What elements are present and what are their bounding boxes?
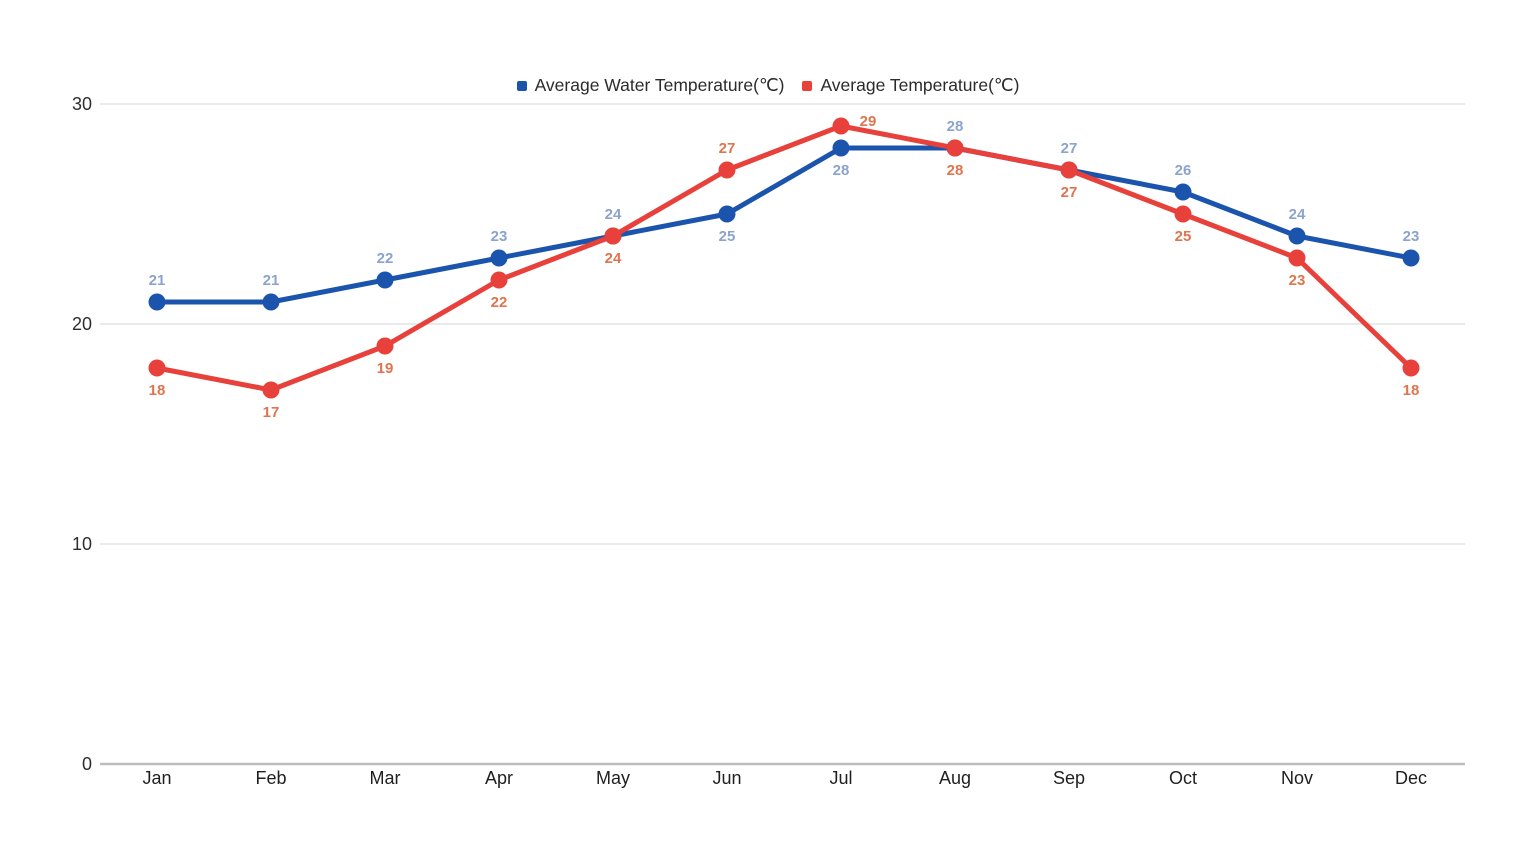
data-label-water-aug: 28 bbox=[947, 118, 964, 135]
data-point-water-jul[interactable] bbox=[832, 139, 850, 157]
x-axis-label-jul: Jul bbox=[829, 768, 852, 788]
data-point-water-feb[interactable] bbox=[262, 293, 280, 311]
data-label-water-oct: 26 bbox=[1175, 162, 1192, 179]
data-point-water-nov[interactable] bbox=[1288, 227, 1306, 245]
chart-legend: Average Water Temperature(℃) Average Tem… bbox=[0, 75, 1536, 95]
data-point-water-dec[interactable] bbox=[1402, 249, 1420, 267]
data-point-air-dec[interactable] bbox=[1402, 359, 1420, 377]
legend-marker-air-icon bbox=[802, 80, 813, 91]
data-point-air-may[interactable] bbox=[604, 227, 622, 245]
series-line-air bbox=[154, 123, 1414, 393]
data-label-air-aug: 28 bbox=[947, 162, 964, 179]
data-label-air-nov: 23 bbox=[1289, 272, 1306, 289]
x-axis-label-nov: Nov bbox=[1281, 768, 1313, 788]
legend-label-water: Average Water Temperature(℃) bbox=[534, 75, 785, 95]
data-label-water-jan: 21 bbox=[149, 272, 166, 289]
data-point-air-jun[interactable] bbox=[718, 161, 736, 179]
data-label-water-sep: 27 bbox=[1061, 140, 1078, 157]
legend-item-air-temperature[interactable]: Average Temperature(℃) bbox=[802, 75, 1020, 95]
x-axis-label-sep: Sep bbox=[1053, 768, 1085, 788]
legend-item-water-temperature[interactable]: Average Water Temperature(℃) bbox=[516, 75, 785, 95]
x-axis-label-apr: Apr bbox=[485, 768, 513, 788]
x-axis-label-may: May bbox=[596, 768, 630, 788]
data-label-air-mar: 19 bbox=[377, 360, 394, 377]
data-point-air-jul[interactable] bbox=[832, 117, 850, 135]
x-axis-label-jun: Jun bbox=[712, 768, 741, 788]
data-point-air-nov[interactable] bbox=[1288, 249, 1306, 267]
data-point-water-jan[interactable] bbox=[148, 293, 166, 311]
data-label-air-may: 24 bbox=[605, 250, 622, 267]
legend-marker-water-icon bbox=[516, 80, 527, 91]
data-point-air-mar[interactable] bbox=[376, 337, 394, 355]
data-point-air-jan[interactable] bbox=[148, 359, 166, 377]
data-label-water-nov: 24 bbox=[1289, 206, 1306, 223]
data-label-air-sep: 27 bbox=[1061, 184, 1078, 201]
x-axis-label-aug: Aug bbox=[939, 768, 971, 788]
data-point-water-oct[interactable] bbox=[1174, 183, 1192, 201]
y-axis-label-20: 20 bbox=[72, 314, 92, 334]
data-label-water-apr: 23 bbox=[491, 228, 508, 245]
data-label-air-apr: 22 bbox=[491, 294, 508, 311]
data-point-air-oct[interactable] bbox=[1174, 205, 1192, 223]
legend-label-air: Average Temperature(℃) bbox=[820, 75, 1020, 95]
x-axis-label-jan: Jan bbox=[142, 768, 171, 788]
data-label-air-oct: 25 bbox=[1175, 228, 1192, 245]
y-axis-label-0: 0 bbox=[82, 754, 92, 774]
data-point-air-sep[interactable] bbox=[1060, 161, 1078, 179]
data-label-air-jun: 27 bbox=[719, 140, 736, 157]
x-axis-label-feb: Feb bbox=[255, 768, 286, 788]
data-label-water-jul: 28 bbox=[833, 162, 850, 179]
data-label-air-dec: 18 bbox=[1403, 382, 1420, 399]
data-point-water-mar[interactable] bbox=[376, 271, 394, 289]
data-label-air-jul: 29 bbox=[860, 113, 877, 130]
series-line-water bbox=[154, 145, 1414, 305]
y-axis-label-10: 10 bbox=[72, 534, 92, 554]
x-axis-label-oct: Oct bbox=[1169, 768, 1197, 788]
y-axis-label-30: 30 bbox=[72, 94, 92, 114]
x-axis-label-dec: Dec bbox=[1395, 768, 1427, 788]
x-axis-label-mar: Mar bbox=[370, 768, 401, 788]
data-label-water-jun: 25 bbox=[719, 228, 736, 245]
data-point-water-apr[interactable] bbox=[490, 249, 508, 267]
data-label-water-mar: 22 bbox=[377, 250, 394, 267]
data-label-air-feb: 17 bbox=[263, 404, 280, 421]
data-label-water-may: 24 bbox=[605, 206, 622, 223]
data-point-air-feb[interactable] bbox=[262, 381, 280, 399]
data-label-air-jan: 18 bbox=[149, 382, 166, 399]
data-point-air-apr[interactable] bbox=[490, 271, 508, 289]
data-point-water-jun[interactable] bbox=[718, 205, 736, 223]
data-label-water-dec: 23 bbox=[1403, 228, 1420, 245]
data-point-air-aug[interactable] bbox=[946, 139, 964, 157]
data-label-water-feb: 21 bbox=[263, 272, 280, 289]
